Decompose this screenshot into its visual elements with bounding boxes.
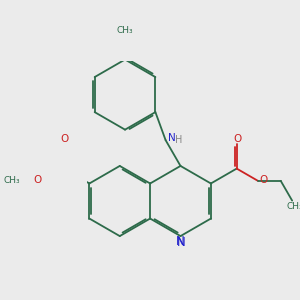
- Text: CH₃: CH₃: [3, 176, 20, 185]
- Text: N: N: [176, 235, 185, 248]
- Text: O: O: [233, 134, 241, 144]
- Text: O: O: [33, 176, 41, 185]
- Text: O: O: [259, 176, 267, 185]
- Text: N: N: [168, 133, 175, 143]
- Text: O: O: [60, 134, 68, 144]
- Text: H: H: [175, 135, 182, 145]
- Text: CH₃: CH₃: [286, 202, 300, 211]
- Text: N: N: [177, 236, 186, 249]
- Text: CH₃: CH₃: [117, 26, 133, 35]
